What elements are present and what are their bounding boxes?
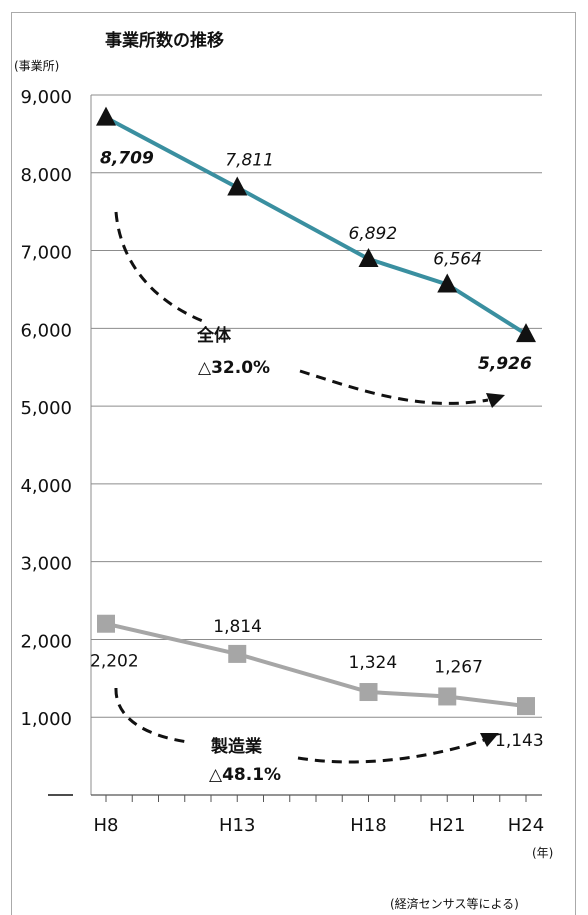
y-tick-label: 6,000 xyxy=(20,320,72,341)
annotation-manufacturing-name: 製造業 xyxy=(210,736,262,757)
dashed-arrow-curve xyxy=(299,369,489,405)
x-tick-label: H8 xyxy=(94,815,119,836)
data-label: 1,324 xyxy=(349,653,398,673)
annotation-manufacturing-change: △48.1% xyxy=(209,765,281,785)
source-note: (経済センサス等による) xyxy=(390,896,519,911)
axes: 9,000 8,000 7,000 6,000 5,000 4,000 3,000 2,000… xyxy=(20,87,544,836)
arrow-head xyxy=(486,393,505,408)
y-tick-label: 9,000 xyxy=(20,87,72,108)
data-label: 2,202 xyxy=(90,652,139,672)
chart-frame xyxy=(11,12,576,915)
square-marker xyxy=(359,683,378,702)
x-tick-label: H13 xyxy=(219,815,255,836)
annotation-total-name: 全体 xyxy=(196,325,232,346)
data-labels: 8,709 7,811 6,892 6,564 5,926 2,202 1,814 1,324… xyxy=(90,149,544,751)
y-tick-label: 3,000 xyxy=(20,554,72,575)
y-axis-unit-label: (事業所) xyxy=(14,59,59,73)
x-tick-label: H21 xyxy=(429,815,465,836)
y-tick-label: 4,000 xyxy=(20,476,72,497)
data-label: 1,143 xyxy=(495,731,544,751)
data-label: 5,926 xyxy=(478,354,532,374)
triangle-marker xyxy=(437,273,458,293)
triangle-marker xyxy=(227,176,248,196)
x-tick-label: H24 xyxy=(508,815,544,836)
trend-arrows xyxy=(114,211,505,764)
annotation-total-change: △32.0% xyxy=(198,358,270,378)
data-label: 7,811 xyxy=(225,150,274,170)
square-marker xyxy=(517,697,535,716)
data-label: 1,814 xyxy=(213,617,262,637)
x-axis-unit-label: (年) xyxy=(532,846,553,860)
dashed-arrow-curve xyxy=(114,687,189,744)
data-label: 1,267 xyxy=(434,657,483,677)
triangle-marker xyxy=(96,106,116,126)
square-marker xyxy=(97,614,115,633)
triangle-marker xyxy=(358,247,379,267)
data-label: 6,564 xyxy=(433,249,482,269)
data-label: 6,892 xyxy=(349,224,398,244)
y-tick-label: 2,000 xyxy=(20,631,72,652)
chart-title: 事業所数の推移 xyxy=(105,30,224,51)
y-tick-label: 1,000 xyxy=(20,709,72,730)
series-layer xyxy=(96,106,536,716)
triangle-marker xyxy=(516,323,536,343)
arrow-head xyxy=(480,733,499,747)
dashed-arrow-curve xyxy=(297,738,485,764)
y-tick-label: 7,000 xyxy=(20,243,72,264)
x-tick-label: H18 xyxy=(350,815,386,836)
data-label: 8,709 xyxy=(100,149,154,169)
gridlines xyxy=(91,94,542,718)
dashed-arrow-curve xyxy=(114,211,206,324)
y-tick-label: 5,000 xyxy=(20,398,72,419)
y-tick-label: 8,000 xyxy=(20,165,72,186)
square-marker xyxy=(438,687,457,706)
square-marker xyxy=(228,644,247,663)
